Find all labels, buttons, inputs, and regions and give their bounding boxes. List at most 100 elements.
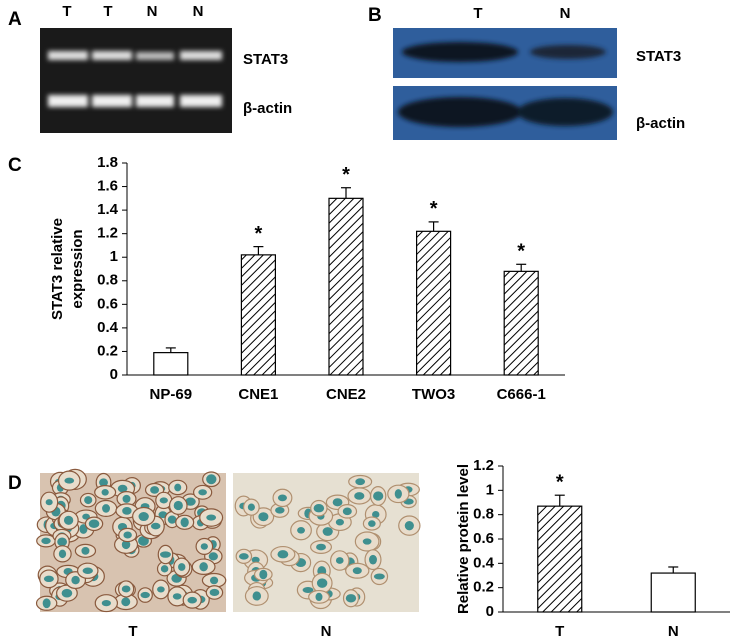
nucleus [64,477,75,484]
x-tick-label: N [668,623,679,640]
nucleus [99,478,108,487]
y-tick-label: 1 [486,481,494,498]
nucleus [88,519,100,529]
nucleus [275,506,285,514]
gel-bands [48,51,222,107]
image-label: N [321,623,332,640]
lane-label: T [62,3,71,20]
y-axis-label: Relative protein level [455,464,472,614]
nucleus [372,511,380,518]
nucleus [71,575,80,585]
y-axis-label: STAT3 relative [49,218,66,320]
nucleus [101,488,109,496]
nucleus [151,522,161,530]
significance-mark: * [430,198,438,220]
bar [503,270,539,376]
nucleus [61,588,73,598]
nucleus [335,518,344,526]
band-label: STAT3 [243,51,288,68]
y-tick-label: 0 [110,366,118,383]
nucleus [174,483,182,492]
nucleus [43,575,54,583]
nucleus [84,496,93,505]
nucleus [122,494,131,503]
y-tick-label: 1.2 [473,457,494,474]
nucleus [150,486,160,494]
significance-mark: * [517,241,525,263]
nucleus [200,543,208,550]
nucleus [247,503,255,511]
nucleus [277,494,287,502]
nucleus [342,507,352,516]
nucleus [198,489,207,496]
nucleus [57,537,68,547]
lane-label: T [473,5,482,22]
nucleus [121,540,131,550]
y-tick-label: 0 [486,603,494,620]
x-tick-label: TWO3 [412,386,455,403]
image-label: T [128,623,137,640]
nucleus [206,514,217,521]
y-tick-label: 1.6 [97,178,118,195]
nucleus [369,554,377,565]
nucleus [208,552,218,561]
nucleus [180,517,189,528]
x-tick-label: C666-1 [497,386,546,403]
nucleus [313,503,325,513]
nucleus [362,538,372,545]
x-tick-label: T [555,623,564,640]
nucleus [82,567,93,574]
panel-label: A [8,9,22,30]
nucleus [122,507,132,515]
panel-label: D [8,473,22,494]
nucleus [332,498,343,507]
nucleus [41,537,51,545]
nucleus [199,562,208,572]
nucleus [206,474,217,485]
nucleus [172,593,182,600]
nucleus [138,512,149,522]
nucleus [302,587,314,594]
bar [650,572,696,613]
nucleus [404,520,414,531]
nucleus [159,497,168,504]
nucleus [316,578,328,588]
nucleus [335,557,344,564]
nucleus [355,478,366,486]
nucleus [394,489,402,499]
nucleus [315,592,323,602]
nucleus [173,500,183,511]
nucleus [238,553,249,560]
nucleus [63,515,74,525]
gel [40,28,232,133]
panel-label: C [8,155,22,176]
bar [328,197,364,376]
nucleus [187,596,197,604]
band-label: β-actin [636,115,685,132]
bar [537,505,583,613]
nucleus [42,598,51,609]
nucleus [209,588,220,597]
nucleus [102,504,110,513]
y-tick-label: 0.6 [97,295,118,312]
nucleus [81,546,90,555]
nucleus [252,591,262,601]
y-tick-label: 0.4 [473,554,495,571]
y-tick-label: 0.8 [97,272,118,289]
lane-label: N [560,5,571,22]
y-tick-label: 0.6 [473,530,494,547]
nucleus [157,586,165,593]
nucleus [258,512,269,522]
lane-label: N [193,3,204,20]
nucleus [178,563,186,571]
y-tick-label: 1.4 [97,201,119,218]
bar [240,254,276,376]
nucleus [354,492,365,500]
nucleus [352,567,362,575]
significance-mark: * [556,471,564,493]
nucleus [277,550,289,559]
nucleus [316,543,326,551]
y-tick-label: 0.4 [97,319,119,336]
nucleus [209,576,219,585]
